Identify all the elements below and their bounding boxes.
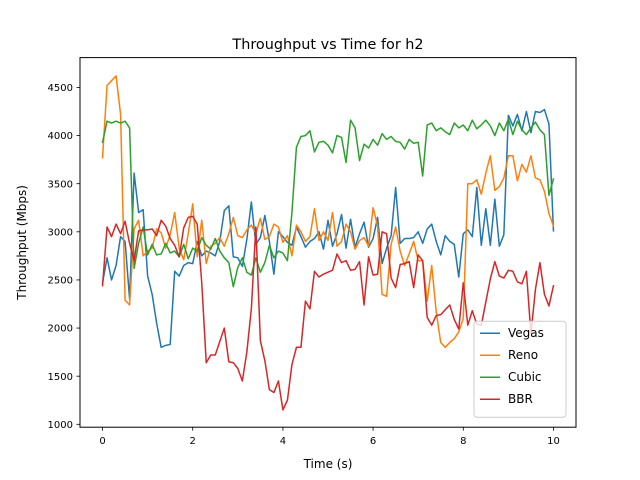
plot-frame	[79, 57, 577, 428]
x-tick-label: 6	[370, 436, 376, 447]
series-line-vegas	[101, 108, 555, 349]
y-tick-label: 4000	[48, 131, 73, 142]
y-tick-label: 1000	[48, 420, 73, 431]
legend-box	[473, 320, 567, 418]
y-tick-label: 2500	[48, 276, 73, 287]
chart-title: Throughput vs Time for h2	[231, 37, 423, 53]
x-axis-label: Time (s)	[303, 457, 353, 471]
legend: Vegas Reno Cubic BBR	[473, 320, 567, 418]
x-tick-label: 10	[547, 436, 560, 447]
axes: 0 2 4 6 8 10 1000 1500 2000 2500 3000 3500 4000 4500	[48, 83, 560, 447]
legend-label-reno: Reno	[508, 348, 538, 362]
legend-label-bbr: BBR	[508, 392, 533, 406]
y-tick-label: 1500	[48, 372, 73, 383]
plot-lines	[101, 75, 555, 411]
x-tick-label: 4	[280, 436, 286, 447]
x-tick-label: 8	[460, 436, 466, 447]
y-tick-label: 2000	[48, 324, 73, 335]
x-tick-label: 2	[190, 436, 196, 447]
x-tick-label: 0	[99, 436, 105, 447]
series-line-reno	[101, 75, 555, 349]
y-tick-label: 3500	[48, 179, 73, 190]
y-tick-label: 4500	[48, 83, 73, 94]
y-axis-label: Throughput (Mbps)	[15, 185, 29, 301]
legend-label-cubic: Cubic	[508, 370, 542, 384]
y-tick-label: 3000	[48, 227, 73, 238]
legend-label-vegas: Vegas	[508, 326, 544, 340]
